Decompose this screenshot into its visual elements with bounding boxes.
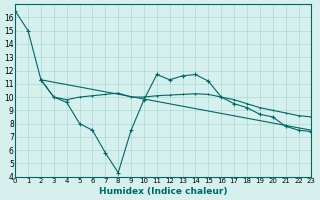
- X-axis label: Humidex (Indice chaleur): Humidex (Indice chaleur): [99, 187, 228, 196]
